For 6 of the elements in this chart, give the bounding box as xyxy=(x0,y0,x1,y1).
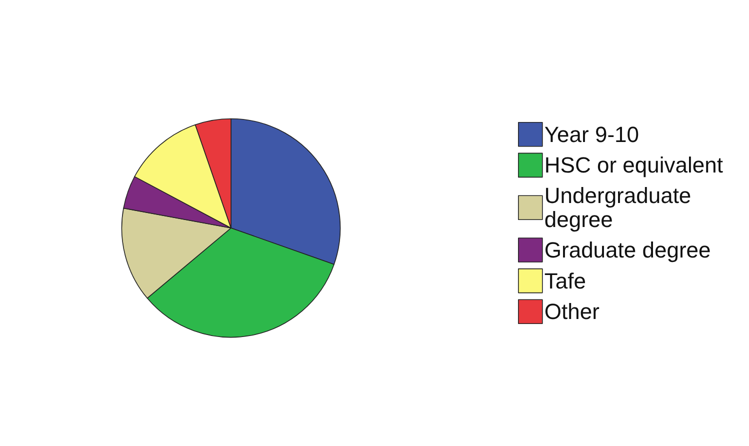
legend-label: Tafe xyxy=(544,268,586,294)
legend-label: HSC or equivalent xyxy=(544,152,723,178)
legend-label: Other xyxy=(544,299,600,324)
legend-label: Year 9-10 xyxy=(544,122,640,147)
legend-label: Undergraduate degree xyxy=(544,183,698,232)
legend-label: Graduate degree xyxy=(544,238,711,262)
